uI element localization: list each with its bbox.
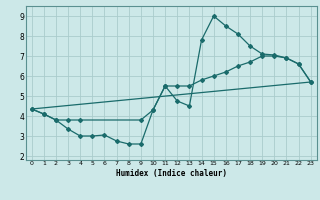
- X-axis label: Humidex (Indice chaleur): Humidex (Indice chaleur): [116, 169, 227, 178]
